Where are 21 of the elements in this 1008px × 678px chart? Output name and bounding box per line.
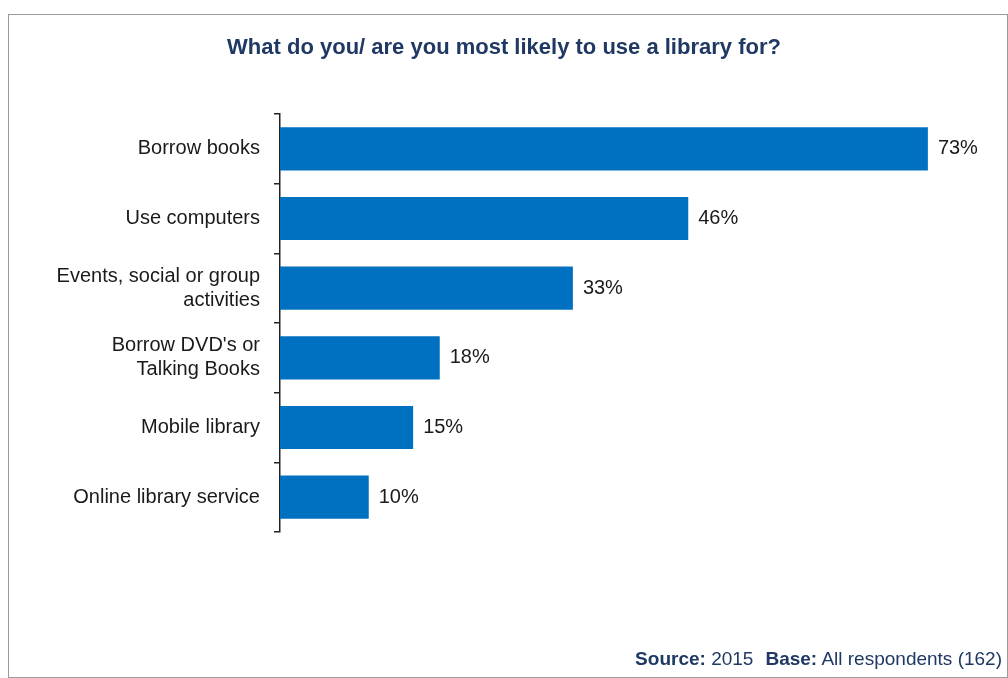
y-tick-label: Use computers (125, 206, 260, 229)
data-label: 10% (378, 484, 419, 507)
bar (280, 196, 689, 241)
y-tick-label: Borrow DVD's or Talking Books (111, 333, 261, 380)
bar (280, 127, 928, 171)
chart-title: What do you/ are you most likely to use a library for? (226, 34, 782, 60)
data-label: 33% (582, 275, 624, 298)
data-label: 18% (449, 345, 490, 368)
data-label: 46% (698, 206, 739, 229)
y-tick-label: Borrow books (137, 136, 260, 159)
y-tick-label: Mobile library (141, 415, 260, 438)
data-label: 15% (423, 415, 464, 438)
bar (280, 266, 573, 310)
text: Base: All respondents (162) (765, 648, 1002, 669)
y-tick-label: Online library service (73, 484, 260, 507)
bar (280, 336, 440, 380)
bar (280, 475, 369, 519)
data-label: 73% (937, 136, 979, 159)
y-tick-label: Events, social or group activities (56, 263, 260, 310)
source-note: Source: 2015 (635, 648, 754, 669)
bar (280, 405, 414, 450)
